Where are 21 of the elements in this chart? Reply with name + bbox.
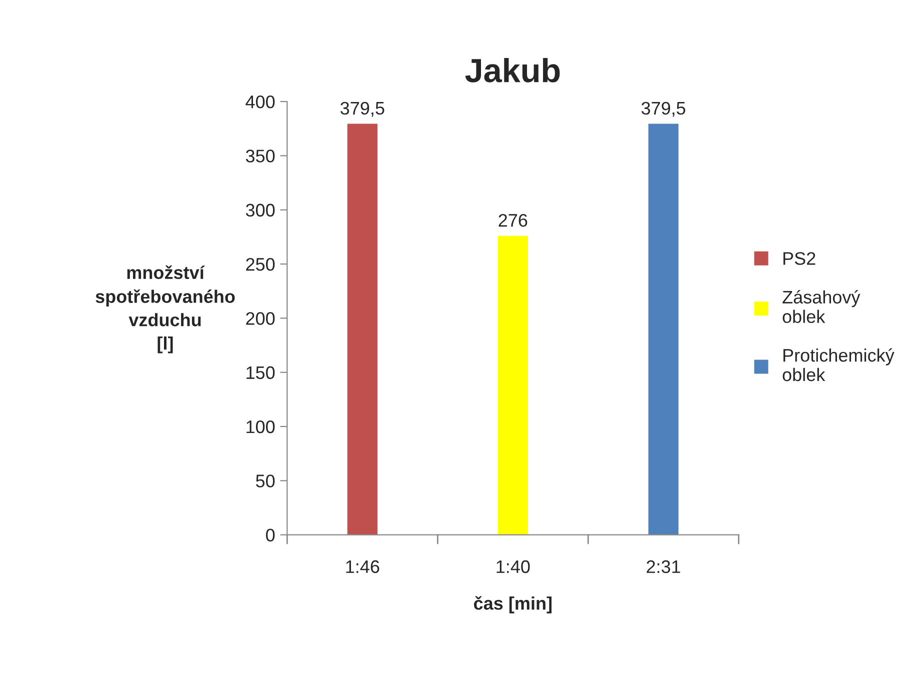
y-tick-label: 250 — [246, 258, 275, 271]
data-label: 379,5 — [340, 102, 384, 117]
y-tick-label: 300 — [246, 204, 275, 217]
legend-label: PS2 — [783, 252, 816, 265]
x-tick-label: 1:46 — [346, 560, 380, 574]
y-tick-label: 400 — [246, 95, 275, 108]
legend-label: Zásahový oblek — [782, 290, 860, 324]
data-label: 379,5 — [642, 102, 686, 117]
y-tick-label: 0 — [266, 528, 275, 542]
y-tick-label: 50 — [256, 474, 275, 488]
y-tick-label: 200 — [246, 312, 275, 325]
y-axis-title: množství spotřebovaného vzduchu [l] — [96, 265, 235, 354]
legend-label: Protichemický oblek — [782, 348, 894, 382]
y-tick-label: 100 — [246, 420, 275, 434]
data-label: 276 — [498, 214, 528, 227]
x-tick-label: 1:40 — [496, 560, 530, 574]
y-tick-label: 150 — [246, 366, 275, 380]
x-axis-title: čas [min] — [474, 596, 552, 614]
chart-title: Jakub — [465, 58, 560, 82]
x-tick-label: 2:31 — [646, 560, 680, 574]
y-tick-label: 350 — [246, 150, 275, 162]
